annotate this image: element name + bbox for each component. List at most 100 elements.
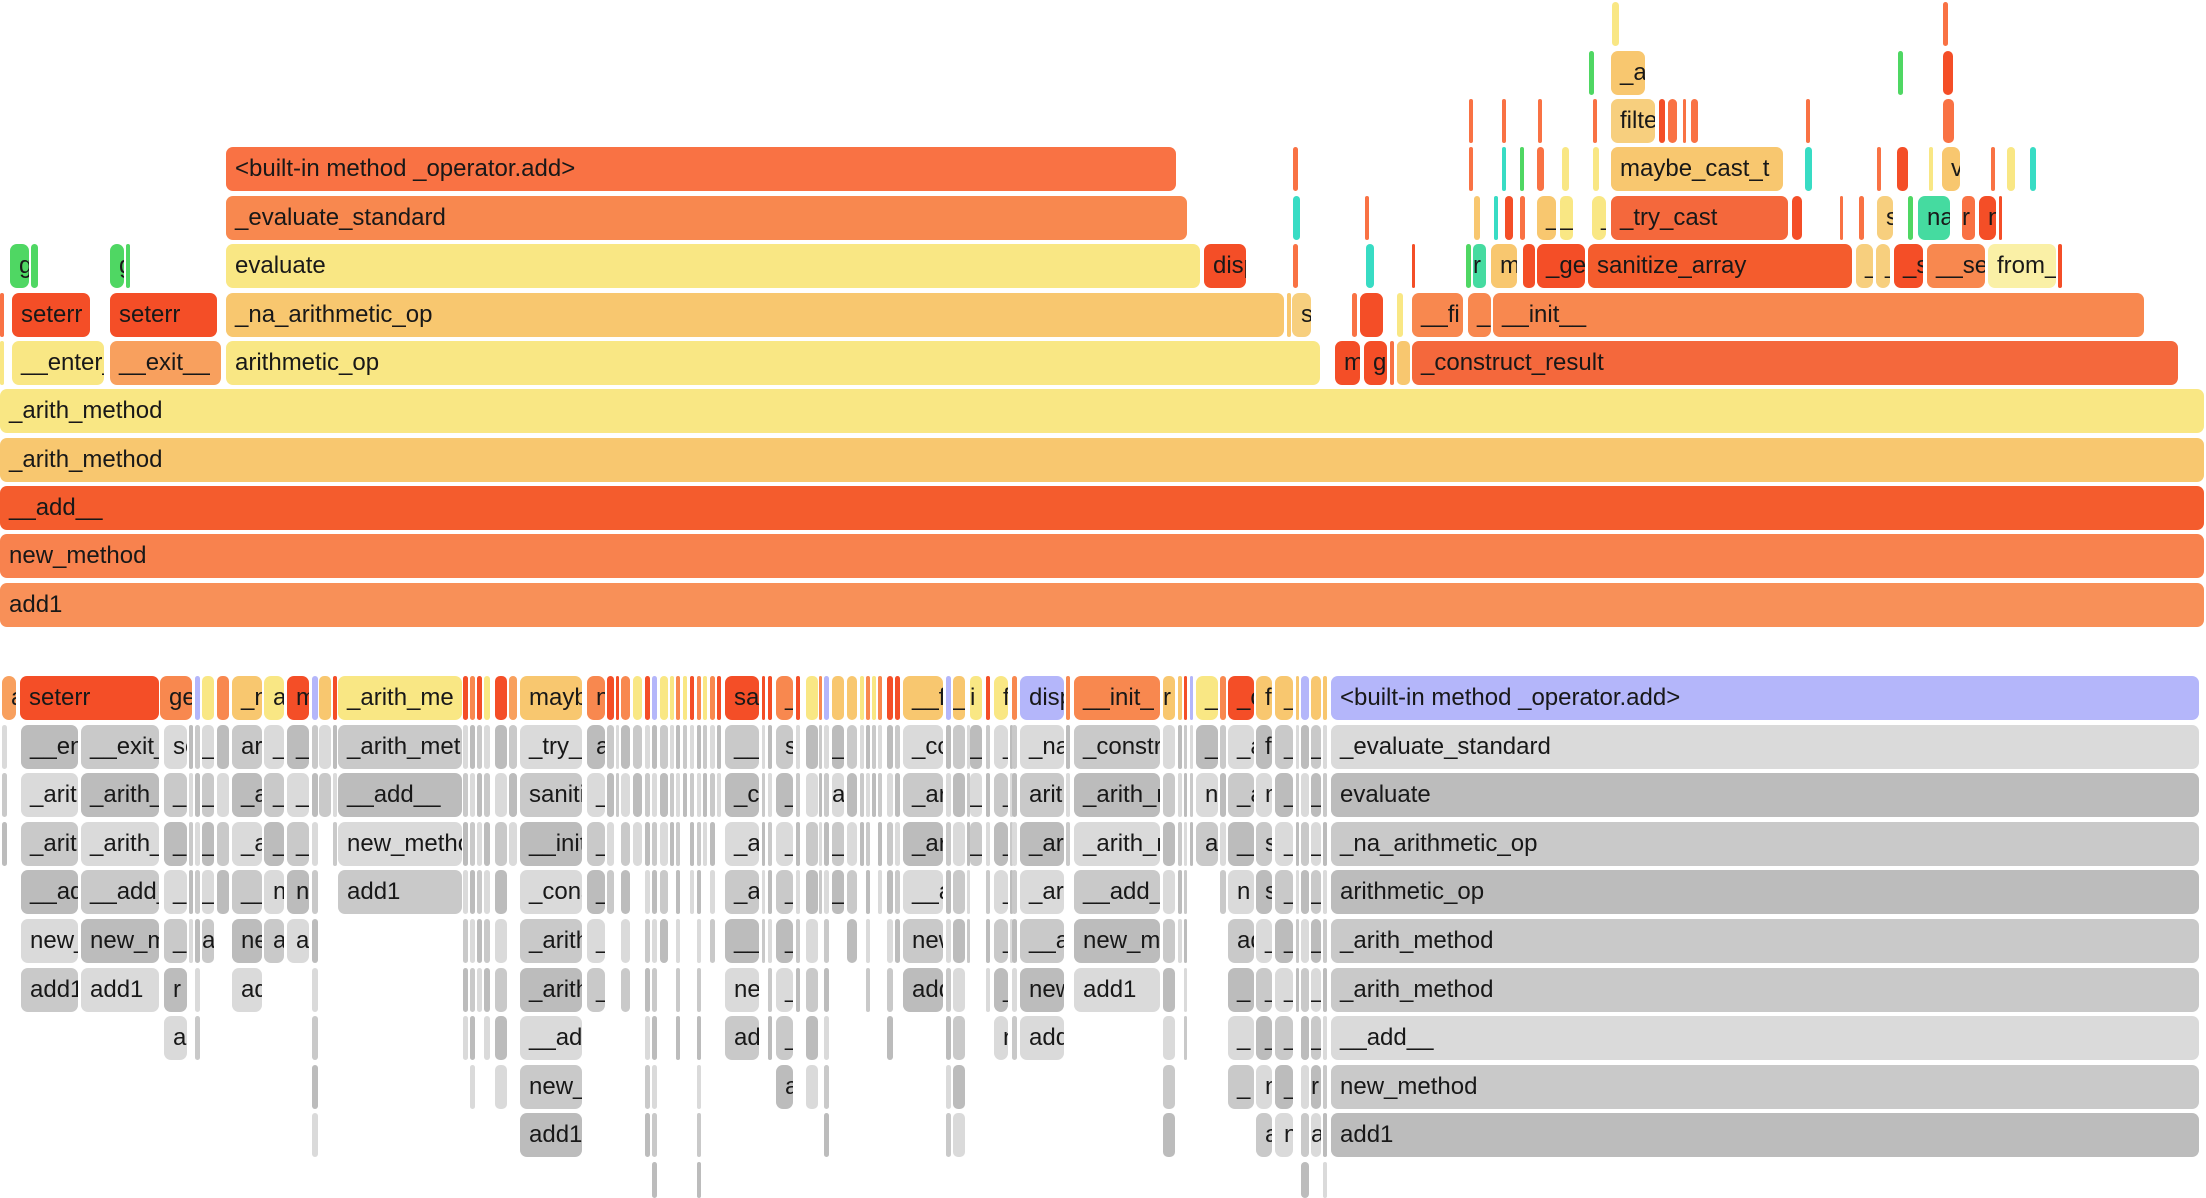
caller-bar[interactable]: _ xyxy=(776,773,793,817)
caller-bar[interactable] xyxy=(1012,822,1017,866)
caller-add[interactable]: __add__ xyxy=(1074,870,1160,914)
caller-bar[interactable] xyxy=(953,1113,965,1157)
frame-bar[interactable] xyxy=(660,676,668,720)
frame-arith-me[interactable]: _arith_me xyxy=(338,676,462,720)
caller-bar[interactable] xyxy=(1066,822,1070,866)
caller-new-method[interactable]: new_method xyxy=(520,1065,582,1109)
caller-bar[interactable] xyxy=(607,870,614,914)
caller-bar[interactable] xyxy=(477,968,482,1012)
caller-bar[interactable] xyxy=(1163,822,1175,866)
caller-bar[interactable] xyxy=(1163,1113,1175,1157)
caller-bar[interactable] xyxy=(1323,773,1327,817)
caller-bar[interactable] xyxy=(217,870,229,914)
caller-bar[interactable] xyxy=(645,1016,650,1060)
frame-bar[interactable] xyxy=(1805,147,1812,191)
caller-bar[interactable] xyxy=(1163,919,1175,963)
caller-ac[interactable]: ac xyxy=(287,919,309,963)
caller-a[interactable]: a xyxy=(1256,1113,1272,1157)
caller-s[interactable]: s xyxy=(1256,870,1272,914)
frame-evaluate-standard[interactable]: _evaluate_standard xyxy=(226,196,1187,240)
caller-ad[interactable]: ad xyxy=(232,968,262,1012)
caller-bar[interactable] xyxy=(312,968,318,1012)
caller-bar[interactable]: _ xyxy=(1256,968,1272,1012)
caller-bar[interactable] xyxy=(1178,822,1182,866)
caller-exit[interactable]: __exit__ xyxy=(81,725,159,769)
caller-bar[interactable] xyxy=(866,822,870,866)
caller-arith-method[interactable]: _arith_method xyxy=(21,773,78,817)
caller-new-method[interactable]: new_method xyxy=(1331,1065,2199,1109)
frame-bar[interactable] xyxy=(878,676,882,720)
caller-bar[interactable] xyxy=(477,725,482,769)
caller-add1[interactable]: add1 xyxy=(1020,1016,1064,1060)
caller-bar[interactable] xyxy=(1190,773,1193,817)
caller-bar[interactable]: _ xyxy=(1311,968,1321,1012)
caller-bar[interactable] xyxy=(676,968,680,1012)
caller-bar[interactable] xyxy=(953,1065,965,1109)
frame-bar[interactable] xyxy=(866,676,870,720)
caller-a[interactable]: _a xyxy=(232,773,262,817)
caller-bar[interactable] xyxy=(484,1016,490,1060)
caller-new-method[interactable]: new_method xyxy=(21,919,78,963)
frame-bar[interactable] xyxy=(1474,196,1480,240)
frame-a[interactable]: a xyxy=(2,676,16,720)
caller-bar[interactable] xyxy=(621,725,630,769)
caller-bar[interactable] xyxy=(1184,870,1187,914)
caller-bar[interactable] xyxy=(312,870,318,914)
caller-arith-method[interactable]: _arith_method xyxy=(903,773,943,817)
frame-bar[interactable] xyxy=(126,244,130,288)
caller-bar[interactable] xyxy=(484,870,490,914)
caller-bar[interactable] xyxy=(697,968,701,1012)
caller-new-method[interactable]: new_method xyxy=(81,919,159,963)
frame-se[interactable]: __se xyxy=(1927,244,1985,288)
caller-bar[interactable] xyxy=(312,1113,318,1157)
frame-bar[interactable] xyxy=(703,676,707,720)
caller-bar[interactable]: _ xyxy=(970,725,982,769)
caller-add1[interactable]: add1 xyxy=(1331,1113,2199,1157)
caller-bar[interactable] xyxy=(878,870,882,914)
caller-bar[interactable] xyxy=(1163,968,1175,1012)
caller-bar[interactable] xyxy=(195,968,200,1012)
caller-bar[interactable]: _ xyxy=(1311,822,1321,866)
frame-bar[interactable] xyxy=(717,676,721,720)
caller-bar[interactable]: _ xyxy=(1256,919,1272,963)
frame-bar[interactable] xyxy=(1466,244,1471,288)
caller-bar[interactable] xyxy=(717,773,721,817)
caller-bar[interactable] xyxy=(703,773,707,817)
frame-c[interactable]: _c xyxy=(1228,676,1254,720)
frame-bar[interactable] xyxy=(1397,341,1410,385)
frame-bar[interactable] xyxy=(312,676,318,720)
frame-bar[interactable] xyxy=(690,676,694,720)
caller-bar[interactable] xyxy=(1184,773,1187,817)
caller-a[interactable]: a xyxy=(202,919,214,963)
frame-bar[interactable] xyxy=(1668,99,1677,143)
frame-disp[interactable]: disp xyxy=(1020,676,1064,720)
caller-arith-method[interactable]: _arith_method xyxy=(903,822,943,866)
frame-n[interactable]: _n xyxy=(232,676,262,720)
caller-bar[interactable] xyxy=(312,725,318,769)
caller-ad[interactable]: ad xyxy=(1228,919,1254,963)
caller-bar[interactable] xyxy=(1296,870,1299,914)
caller-bar[interactable] xyxy=(621,919,630,963)
frame-seterr[interactable]: seterr xyxy=(20,676,159,720)
caller-bar[interactable] xyxy=(1301,968,1309,1012)
frame-r[interactable]: r xyxy=(1163,676,1175,720)
caller-a[interactable]: _a xyxy=(1228,773,1254,817)
caller-add[interactable]: __add__ xyxy=(1020,919,1064,963)
frame-bar[interactable] xyxy=(1360,293,1383,337)
caller-bar[interactable] xyxy=(509,725,517,769)
caller-bar[interactable] xyxy=(477,870,482,914)
caller-bar[interactable] xyxy=(887,968,893,1012)
caller-bar[interactable]: _ xyxy=(164,919,187,963)
caller-bar[interactable]: _ xyxy=(1275,870,1293,914)
caller-bar[interactable] xyxy=(710,725,715,769)
caller-bar[interactable] xyxy=(697,1162,701,1198)
caller-new-method[interactable]: new_method xyxy=(1074,919,1160,963)
caller-add1[interactable]: add1 xyxy=(81,968,159,1012)
caller-bar[interactable] xyxy=(1220,870,1226,914)
caller-bar[interactable] xyxy=(986,773,990,817)
caller-bar[interactable] xyxy=(1184,968,1187,1012)
frame-bar[interactable] xyxy=(1593,99,1597,143)
caller-bar[interactable] xyxy=(470,919,475,963)
frame-bar[interactable] xyxy=(645,676,650,720)
frame-bar[interactable] xyxy=(819,676,822,720)
